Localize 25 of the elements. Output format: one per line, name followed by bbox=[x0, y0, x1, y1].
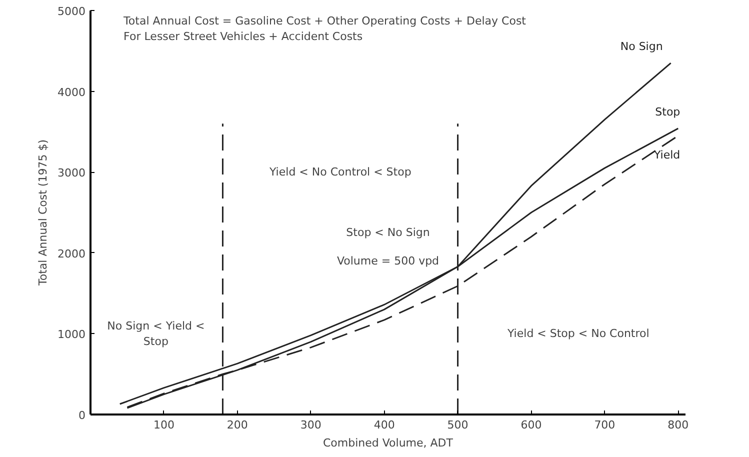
x-tick-label: 200 bbox=[226, 418, 248, 432]
x-tick-label: 300 bbox=[300, 418, 322, 432]
x-axis-title: Combined Volume, ADT bbox=[323, 436, 454, 450]
y-axis-title: Total Annual Cost (1975 $) bbox=[36, 140, 50, 286]
annotation: Yield < No Control < Stop bbox=[268, 166, 412, 179]
annotation: Volume = 500 vpd bbox=[336, 254, 440, 268]
annotation: Stop < No Sign bbox=[346, 226, 430, 240]
annotation: No Sign < Yield < Stop bbox=[107, 319, 205, 348]
x-tick-label: 500 bbox=[447, 418, 468, 432]
series-label: Yield bbox=[652, 148, 680, 162]
series-label: Stop bbox=[655, 105, 680, 118]
y-tick-label: 1000 bbox=[58, 328, 86, 342]
x-tick-label: 100 bbox=[153, 418, 174, 432]
x-tick-label: 600 bbox=[520, 418, 542, 432]
y-tick-label: 5000 bbox=[58, 5, 86, 18]
y-tick-label: 0 bbox=[78, 409, 86, 422]
annotation: Yield < Stop < No Control bbox=[506, 327, 650, 340]
y-tick-label: 4000 bbox=[58, 86, 86, 99]
y-tick-label: 2000 bbox=[58, 247, 86, 260]
text: Total Annual Cost = Gasoline Cost + Other Operating Costs + Delay Cost For Lesser Street Vehicles + Accident Costs bbox=[122, 14, 527, 44]
series-label: No Sign bbox=[620, 40, 663, 54]
x-tick-label: 400 bbox=[374, 418, 395, 432]
x-tick-label: 800 bbox=[668, 418, 689, 432]
x-tick-label: 700 bbox=[594, 418, 616, 432]
y-tick-label: 3000 bbox=[58, 166, 86, 180]
